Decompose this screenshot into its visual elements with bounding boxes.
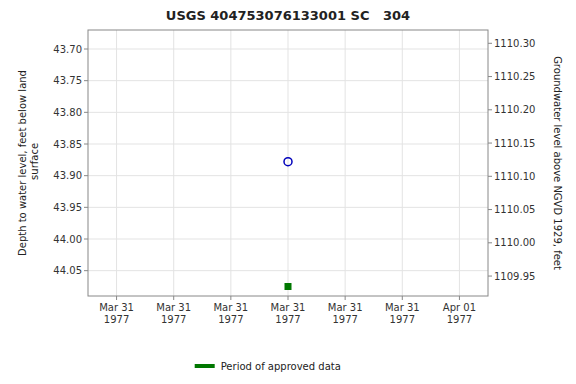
tick bbox=[84, 239, 88, 240]
tick bbox=[488, 242, 492, 243]
tick bbox=[84, 144, 88, 145]
tick-label: 43.75 bbox=[53, 75, 82, 86]
tick-label: 44.00 bbox=[53, 234, 82, 245]
tick-label: Mar 311977 bbox=[99, 302, 134, 325]
axis-label: Groundwater level above NGVD 1929, feet bbox=[552, 56, 563, 270]
tick bbox=[230, 296, 231, 300]
title: USGS 404753076133001 SC 304 bbox=[166, 8, 410, 23]
grid-line bbox=[173, 30, 174, 296]
y2-axis: 1110.30 1110.25 1110.20 1110.15 1110.10 1110.… bbox=[488, 38, 535, 282]
tick-label: 43.80 bbox=[53, 107, 82, 118]
tick-label: 43.85 bbox=[53, 139, 82, 150]
tick-label: 43.90 bbox=[53, 170, 82, 181]
tick-label: 44.05 bbox=[53, 265, 82, 276]
tick-label: 43.70 bbox=[53, 44, 82, 55]
tick-label: Mar 311977 bbox=[156, 302, 191, 325]
grid-line bbox=[230, 30, 231, 296]
tick-label: 1110.15 bbox=[494, 138, 535, 149]
chart: 43.70 43.75 43.80 43.85 43.90 43.95 44.00 44.05… bbox=[0, 0, 576, 384]
tick bbox=[488, 76, 492, 77]
legend: Period of approved data bbox=[195, 361, 341, 372]
tick-label: 1110.05 bbox=[494, 204, 535, 215]
tick bbox=[488, 176, 492, 177]
tick-label: Apr 011977 bbox=[443, 302, 476, 325]
legend-label: Period of approved data bbox=[221, 361, 341, 372]
tick-label: 43.95 bbox=[53, 202, 82, 213]
tick bbox=[116, 296, 117, 300]
tick bbox=[402, 296, 403, 300]
tick bbox=[345, 296, 346, 300]
tick-label: 1110.00 bbox=[494, 237, 535, 248]
marks bbox=[284, 158, 292, 290]
tick-label: Mar 311977 bbox=[213, 302, 248, 325]
tick bbox=[488, 209, 492, 210]
tick-label: Mar 311977 bbox=[385, 302, 420, 325]
tick-label: 1110.30 bbox=[494, 38, 535, 49]
tick-label: 1110.10 bbox=[494, 171, 535, 182]
tick bbox=[488, 43, 492, 44]
tick-label: 1110.20 bbox=[494, 104, 535, 115]
tick bbox=[84, 80, 88, 81]
tick bbox=[84, 207, 88, 208]
tick bbox=[488, 143, 492, 144]
grid-line bbox=[288, 30, 289, 296]
x-axis: Mar 311977 Mar 311977 Mar 311977 Mar 311977… bbox=[99, 296, 476, 325]
tick bbox=[488, 276, 492, 277]
tick bbox=[488, 109, 492, 110]
tick-label: Mar 311977 bbox=[271, 302, 306, 325]
axis-label: Depth to water level, feet below land su… bbox=[17, 70, 40, 256]
tick bbox=[84, 175, 88, 176]
plot-frame bbox=[88, 30, 488, 296]
tick bbox=[84, 49, 88, 50]
grid-line bbox=[459, 30, 460, 296]
tick-label: Mar 311977 bbox=[328, 302, 363, 325]
tick bbox=[288, 296, 289, 300]
tick bbox=[459, 296, 460, 300]
grid bbox=[88, 30, 488, 296]
grid-line bbox=[402, 30, 403, 296]
tick bbox=[84, 112, 88, 113]
point bbox=[284, 158, 292, 166]
tick bbox=[173, 296, 174, 300]
tick-label: 1110.25 bbox=[494, 71, 535, 82]
grid-line bbox=[345, 30, 346, 296]
y-axis: 43.70 43.75 43.80 43.85 43.90 43.95 44.00 44.05 bbox=[53, 44, 88, 277]
tick bbox=[84, 270, 88, 271]
point bbox=[285, 283, 292, 290]
grid-line bbox=[116, 30, 117, 296]
legend-swatch bbox=[195, 364, 215, 368]
tick-label: 1109.95 bbox=[494, 271, 535, 282]
